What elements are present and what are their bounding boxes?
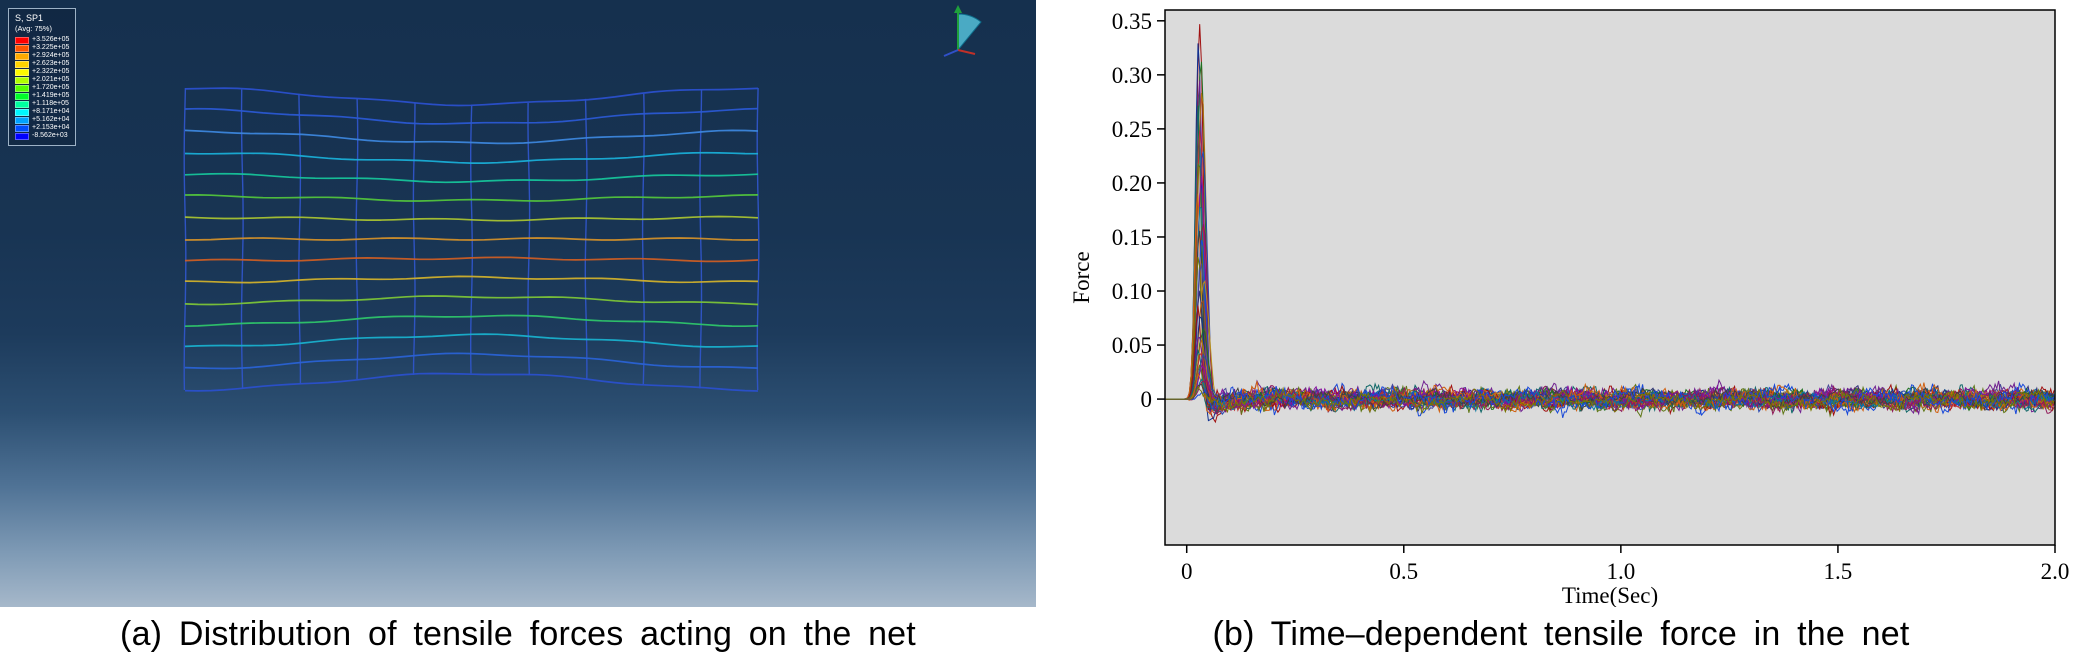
net-horizontal-line [184,256,759,263]
legend-color-chip [15,60,29,68]
legend-entry: +1.720e+05 [15,84,69,92]
triad-x-axis [957,49,976,55]
legend-color-chip [15,100,29,108]
net-horizontal-line [184,295,759,306]
series-line [1165,385,2055,415]
legend-entry: +2.924e+05 [15,52,69,60]
force-chart-panel: 0.35 0.30 0.25 0.20 0.15 0.10 0.05 0 0 0.5 1.0 1.5 2… [1045,0,2077,608]
net-horizontal-line [184,87,759,107]
caption-b: (b) Time–dependent tensile force in the … [1212,615,1910,653]
legend-color-chip [15,84,29,92]
net-horizontal-line [184,107,759,125]
legend-entry: +2.021e+05 [15,76,69,84]
legend-color-chip [15,124,29,132]
legend-value: +2.322e+05 [32,68,70,75]
series-line [1165,383,2055,412]
net-vertical-line [470,104,473,374]
legend-entry: +3.225e+05 [15,44,69,52]
net-horizontal-line [184,237,759,241]
legend-color-chip [15,116,29,124]
net-mesh [183,87,760,392]
legend-color-chip [15,132,29,140]
y-axis-label: Force [1069,251,1094,303]
triad-y-arrow [954,5,962,13]
series-line [1165,377,2055,416]
plot-area [1165,10,2055,545]
legend-value: +1.720e+05 [32,84,70,91]
x-tick-label: 2.0 [2041,559,2070,584]
legend-value: +1.419e+05 [32,92,70,99]
net-horizontal-line [184,352,759,370]
caption-a: (a) Distribution of tensile forces actin… [120,615,916,653]
series-line [1165,364,2055,411]
plot-border [1164,9,2056,546]
triad-fan [957,13,982,52]
net-horizontal-line [184,372,759,392]
net-horizontal-line [184,275,759,284]
legend-entry: +3.526e+05 [15,36,69,44]
x-tick-label: 1.0 [1606,559,1635,584]
legend-value: +8.171e+04 [32,108,70,115]
legend-entry: +2.322e+05 [15,68,69,76]
force-time-chart: 0.35 0.30 0.25 0.20 0.15 0.10 0.05 0 0 0.5 1.0 1.5 2… [1069,9,2070,608]
legend-entry: +5.162e+04 [15,116,69,124]
legend-value: +5.162e+04 [32,116,70,123]
net-horizontal-line [184,151,759,164]
legend-entry: +2.623e+05 [15,60,69,68]
legend-subtitle: (Avg: 75%) [15,24,52,33]
legend-value: +2.623e+05 [32,60,70,67]
legend-value: +1.118e+05 [32,100,69,107]
net-horizontal-line [184,129,759,145]
legend-entry: +1.419e+05 [15,92,69,100]
legend-color-chip [15,108,29,116]
y-tick-label: 0.25 [1112,117,1152,142]
legend-entries: +3.526e+05 +3.225e+05 +2.924e+05 +2.623e+05… [15,36,69,140]
legend-color-chip [15,68,29,76]
legend-value: +2.153e+04 [32,124,70,131]
legend-value: -8.562e+03 [32,132,68,139]
legend-entry: +2.153e+04 [15,124,69,132]
x-axis-label: Time(Sec) [1562,583,1658,607]
legend-entry: +1.118e+05 [15,100,69,108]
fea-viewport: S, SP1 (Avg: 75%) +3.526e+05 +3.225e+05 +2… [0,0,1036,607]
contour-legend: S, SP1 (Avg: 75%) +3.526e+05 +3.225e+05 +2… [8,8,77,146]
net-horizontal-line [184,172,759,184]
net-vertical-line [527,102,531,376]
legend-color-chip [15,76,29,84]
legend-entry: +8.171e+04 [15,108,69,116]
net-horizontal-line [184,314,759,328]
net-horizontal-line [184,333,759,348]
legend-value: +3.526e+05 [32,36,70,43]
legend-color-chip [15,92,29,100]
y-tick-label: 0 [1141,387,1153,412]
x-tick-label: 0 [1181,559,1193,584]
net-horizontal-line [184,215,759,222]
triad-z-axis [943,49,959,57]
net-vertical-line [756,87,760,391]
legend-color-chip [15,36,29,44]
x-tick-label: 1.5 [1824,559,1853,584]
y-tick-label: 0.20 [1112,171,1152,196]
legend-entry: -8.562e+03 [15,132,69,140]
legend-color-chip [15,52,29,60]
y-tick-label: 0.35 [1112,9,1152,34]
legend-value: +2.021e+05 [32,76,70,83]
net-horizontal-line [184,194,759,202]
net-vertical-line [183,87,187,391]
y-tick-label: 0.05 [1112,333,1152,358]
view-triad-icon [943,5,982,57]
y-tick-label: 0.15 [1112,225,1152,250]
y-tick-label: 0.30 [1112,63,1152,88]
legend-title: S, SP1 [15,13,44,23]
legend-value: +3.225e+05 [32,44,70,51]
y-tick-label: 0.10 [1112,279,1152,304]
legend-color-chip [15,44,29,52]
legend-value: +2.924e+05 [32,52,70,59]
x-tick-label: 0.5 [1389,559,1418,584]
